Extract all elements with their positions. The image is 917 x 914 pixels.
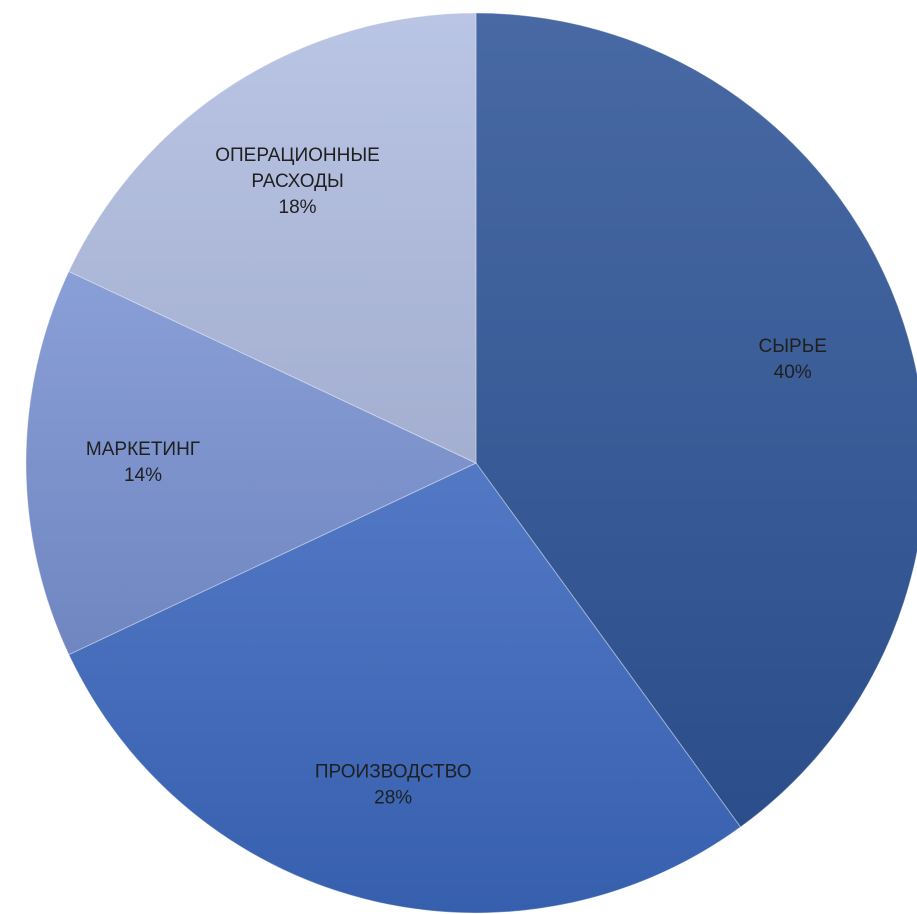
slice-category-label: СЫРЬЕ — [759, 336, 827, 357]
data-label-операционные-расходы: ОПЕРАЦИОННЫЕ РАСХОДЫ 18% — [215, 145, 380, 218]
pie-labels: СЫРЬЕ 40% ПРОИЗВОДСТВО 28% МАРКЕТИНГ 14% ОПЕРА… — [86, 145, 827, 809]
data-label-сырье: СЫРЬЕ 40% — [759, 336, 827, 383]
pie-slice-маркетинг — [25, 270, 478, 656]
slice-category-label: МАРКЕТИНГ — [86, 439, 200, 460]
slice-percent-label: 28% — [374, 788, 412, 809]
data-label-маркетинг: МАРКЕТИНГ 14% — [86, 439, 200, 486]
slice-category-label: ПРОИЗВОДСТВО — [315, 762, 472, 783]
slice-percent-label: 40% — [774, 362, 812, 383]
slice-category-label: ОПЕРАЦИОННЫЕ — [215, 145, 380, 166]
pie-slices — [25, 12, 917, 914]
pie-slice-сырье — [475, 12, 917, 828]
slice-percent-label: 18% — [279, 197, 317, 218]
pie-slice-операционные-расходы — [68, 12, 477, 464]
pie-slice-производство — [68, 462, 742, 914]
slice-category-label: РАСХОДЫ — [251, 171, 343, 192]
slice-percent-label: 14% — [124, 465, 162, 486]
data-label-производство: ПРОИЗВОДСТВО 28% — [315, 762, 472, 809]
